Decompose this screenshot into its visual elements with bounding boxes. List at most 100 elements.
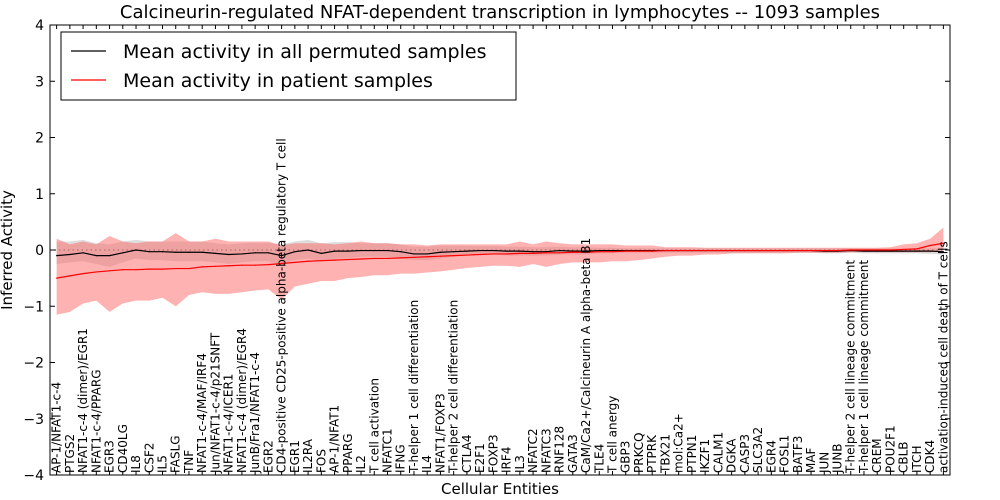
- category-label: T-helper 1 cell lineage commitment: [857, 260, 871, 474]
- legend-label-patient: Mean activity in patient samples: [123, 70, 433, 92]
- point-permuted-66: [929, 250, 931, 252]
- point-patient-20: [320, 260, 322, 262]
- point-permuted-20: [320, 252, 322, 254]
- point-patient-52: [744, 249, 746, 252]
- point-permuted-14: [241, 253, 243, 255]
- point-permuted-11: [201, 251, 203, 253]
- point-permuted-65: [916, 250, 918, 252]
- point-permuted-25: [386, 249, 389, 252]
- point-permuted-13: [228, 253, 230, 256]
- category-label: T-helper 2 cell differentiation: [447, 300, 461, 474]
- category-label: CDK4: [923, 440, 937, 473]
- category-label: mol:Ca2+: [672, 413, 686, 473]
- point-patient-23: [360, 258, 362, 260]
- point-permuted-34: [506, 250, 508, 252]
- category-label: IRF4: [500, 447, 514, 473]
- category-label: JunB/Fra1/NFAT1-c-4: [248, 352, 262, 474]
- category-label: IL2: [354, 455, 368, 473]
- point-patient-65: [916, 248, 918, 250]
- point-patient-39: [572, 251, 574, 253]
- point-patient-58: [823, 249, 825, 252]
- category-label: IL8: [129, 455, 143, 473]
- point-patient-11: [201, 266, 203, 268]
- point-permuted-36: [532, 251, 534, 253]
- point-patient-42: [611, 251, 614, 253]
- y-tick-label: −2: [23, 356, 44, 372]
- category-label: Jun/NFAT1-c-4/p21SNFT: [208, 332, 222, 474]
- point-permuted-35: [519, 250, 521, 252]
- point-patient-18: [294, 261, 296, 263]
- point-permuted-30: [453, 251, 455, 253]
- point-patient-2: [82, 273, 84, 275]
- point-permuted-63: [889, 250, 892, 252]
- point-patient-22: [347, 258, 349, 261]
- point-patient-12: [214, 265, 217, 267]
- category-label: NFAT1/FOXP3: [433, 393, 447, 473]
- category-label: EGR2: [261, 440, 275, 473]
- category-label: JUNB: [831, 443, 845, 474]
- category-label: CBLB: [897, 441, 911, 473]
- y-tick-label: −3: [23, 412, 44, 428]
- chart-title: Calcineurin-regulated NFAT-dependent tra…: [120, 2, 880, 23]
- category-label: POU2F1: [883, 425, 897, 473]
- point-patient-60: [850, 249, 852, 251]
- y-tick-label: −4: [23, 468, 44, 484]
- point-patient-49: [704, 249, 706, 252]
- point-permuted-24: [373, 249, 375, 252]
- y-tick-label: 1: [35, 187, 44, 203]
- point-permuted-39: [572, 250, 574, 252]
- point-permuted-16: [267, 252, 269, 254]
- point-patient-31: [466, 254, 468, 256]
- point-permuted-1: [69, 253, 71, 256]
- category-label: NFAT1-c-4 (dimer)/EGR1: [76, 328, 90, 473]
- y-tick-label: 3: [35, 74, 44, 90]
- category-label: NFAT1-c-4/MAF/IRF4: [195, 353, 209, 473]
- point-patient-57: [810, 249, 812, 252]
- point-permuted-38: [558, 249, 561, 252]
- point-patient-36: [532, 252, 534, 254]
- category-label: T cell anergy: [606, 396, 620, 474]
- point-patient-29: [439, 255, 442, 257]
- point-patient-43: [625, 250, 627, 252]
- point-patient-56: [797, 249, 799, 252]
- point-patient-25: [386, 257, 389, 260]
- point-patient-46: [664, 249, 667, 252]
- point-patient-5: [122, 269, 124, 271]
- category-label: NFATC2: [526, 428, 540, 473]
- point-patient-7: [148, 268, 150, 270]
- legend-box: [60, 31, 517, 101]
- category-label: CTLA4: [460, 434, 474, 473]
- category-label: CD4-positive CD25-positive alpha-beta re…: [275, 138, 289, 473]
- y-tick-label: 2: [35, 131, 44, 147]
- category-label: E2F1: [473, 443, 487, 473]
- category-label: IKZF1: [698, 439, 712, 473]
- category-label: CaM/Ca2+/Calcineurin A alpha-beta B1: [579, 238, 593, 473]
- y-axis-label: Inferred Activity: [0, 190, 16, 310]
- series-line-patient: [56, 242, 944, 279]
- point-patient-8: [161, 268, 164, 270]
- category-label: NFATC3: [539, 428, 553, 473]
- point-permuted-27: [413, 253, 415, 255]
- category-label: PTPN1: [685, 435, 699, 473]
- point-patient-34: [506, 253, 508, 255]
- category-label: CREM: [870, 438, 884, 473]
- point-patient-4: [108, 270, 111, 272]
- point-patient-1: [69, 275, 71, 277]
- point-patient-21: [333, 259, 336, 261]
- point-patient-24: [373, 257, 375, 260]
- category-label: T-helper 1 cell differentiation: [407, 300, 421, 474]
- point-patient-28: [426, 256, 428, 258]
- point-patient-0: [56, 277, 58, 279]
- x-axis: [56, 25, 944, 475]
- point-patient-17: [281, 262, 283, 265]
- point-patient-16: [267, 264, 269, 266]
- point-permuted-40: [585, 250, 587, 252]
- category-label: TBX21: [658, 434, 672, 474]
- point-patient-6: [135, 269, 137, 271]
- category-label: AP-1/NFAT1: [328, 405, 342, 473]
- category-labels: AP-1/NFAT1-c-4 PTGS2 NFAT1-c-4 (dimer)/EGR…: [50, 138, 951, 474]
- point-permuted-26: [400, 251, 402, 253]
- point-patient-48: [691, 249, 693, 252]
- category-label: BATF3: [791, 436, 805, 473]
